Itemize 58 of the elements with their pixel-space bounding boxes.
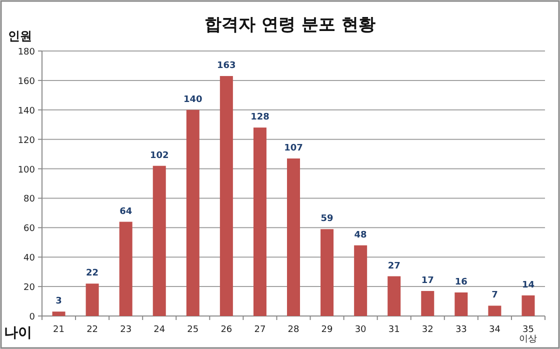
y-tick-label: 20 xyxy=(24,283,36,294)
bar xyxy=(421,290,434,316)
x-tick-label: 30 xyxy=(354,325,367,335)
x-tick-label: 35 이상 xyxy=(519,325,538,344)
data-label: 163 xyxy=(217,61,236,72)
x-tick-label: 31 xyxy=(388,325,400,335)
bar xyxy=(454,292,468,316)
x-tick-label: 26 xyxy=(220,325,232,335)
data-label: 16 xyxy=(454,277,468,288)
x-tick-label: 21 xyxy=(53,325,64,335)
data-label: 140 xyxy=(184,94,202,105)
data-label: 22 xyxy=(86,268,99,279)
data-label: 48 xyxy=(354,230,367,240)
y-tick-label: 80 xyxy=(24,194,36,205)
data-label: 27 xyxy=(388,261,400,272)
y-tick-label: 60 xyxy=(24,224,36,234)
y-tick-label: 40 xyxy=(24,254,36,264)
x-tick-label: 34 xyxy=(488,325,501,335)
bar xyxy=(320,229,334,316)
x-tick-label: 27 xyxy=(254,325,266,335)
chart-title: 합격자 연령 분포 현황 xyxy=(204,15,376,35)
bar xyxy=(186,110,200,316)
data-label: 128 xyxy=(250,112,270,123)
data-label: 3 xyxy=(56,296,62,307)
x-axis-title: 나이 xyxy=(4,325,32,341)
bar xyxy=(86,284,99,316)
x-tick-label: 23 xyxy=(120,325,132,335)
x-tick-label: 22 xyxy=(86,325,98,335)
bar xyxy=(52,312,66,316)
data-label: 64 xyxy=(120,206,132,217)
data-label: 14 xyxy=(522,280,534,290)
bar xyxy=(119,222,132,316)
data-label: 7 xyxy=(492,290,498,301)
x-tick-label: 32 xyxy=(422,325,434,335)
bar xyxy=(220,76,233,316)
bar xyxy=(488,306,502,316)
x-tick-label: 28 xyxy=(288,325,300,335)
y-tick-label: 0 xyxy=(29,312,36,322)
bar xyxy=(152,166,166,316)
x-tick-label: 33 xyxy=(455,325,467,335)
x-tick-label: 24 xyxy=(154,325,166,335)
bar xyxy=(522,295,535,316)
bar xyxy=(354,245,368,316)
y-axis-title: 인원 xyxy=(8,29,32,43)
data-label: 17 xyxy=(421,276,434,286)
x-tick-label: 29 xyxy=(321,325,334,335)
y-tick-label: 180 xyxy=(18,48,36,58)
bar xyxy=(253,128,266,316)
y-tick-label: 160 xyxy=(18,76,36,87)
data-label: 102 xyxy=(150,150,169,161)
bar xyxy=(388,276,401,316)
x-tick-label: 25 xyxy=(187,325,199,335)
bar xyxy=(287,158,300,316)
y-tick-label: 100 xyxy=(18,165,36,176)
y-tick-label: 140 xyxy=(18,106,36,116)
y-tick-label: 120 xyxy=(18,136,36,146)
data-label: 107 xyxy=(284,143,303,154)
data-label: 59 xyxy=(320,214,334,224)
